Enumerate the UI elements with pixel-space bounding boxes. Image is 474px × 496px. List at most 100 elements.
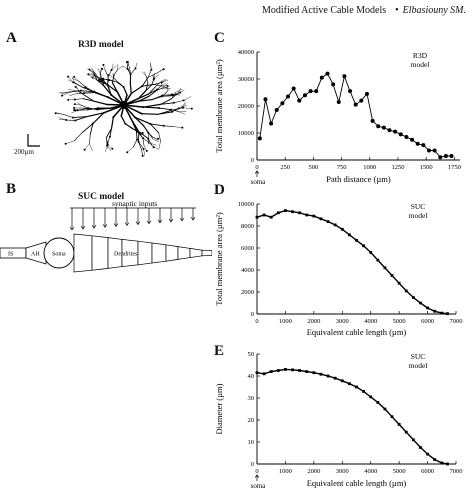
synaptic-arrows <box>69 208 196 231</box>
chart-c: 0 250 500 750 1000 1250 1500 1750 0 10000 20000 300… <box>214 49 461 186</box>
data-point <box>426 306 429 310</box>
dendrite-segment <box>137 240 153 266</box>
data-point <box>312 214 316 218</box>
data-point <box>369 251 373 254</box>
header-separator: • <box>395 5 399 16</box>
data-point <box>325 71 330 76</box>
data-point <box>440 461 444 465</box>
data-point <box>302 93 307 98</box>
data-point <box>274 108 279 113</box>
is-label: IS <box>8 252 13 258</box>
data-point <box>319 372 323 376</box>
data-point <box>362 244 366 248</box>
panel-a-title: R3D model <box>78 40 124 50</box>
data-point <box>340 379 344 383</box>
data-point <box>331 82 336 87</box>
data-point <box>410 137 415 142</box>
x-tick-label: 5000 <box>393 318 406 325</box>
x-tick-label: 2000 <box>307 318 320 325</box>
x-axis-label: Path distance (µm) <box>326 174 391 184</box>
y-tick-label: 10 <box>248 439 255 446</box>
data-point <box>432 148 437 153</box>
data-point <box>284 368 287 371</box>
data-point <box>297 98 302 103</box>
y-axis-label: Diameter (µm) <box>214 383 224 434</box>
x-tick-label: 1500 <box>420 164 433 171</box>
data-point <box>404 289 408 293</box>
data-point <box>269 215 273 219</box>
data-point <box>370 118 375 123</box>
data-point <box>426 148 431 153</box>
data-point <box>319 75 324 80</box>
panel-b-title: SUC model <box>78 192 125 202</box>
chart-annotation: R3D <box>413 51 428 60</box>
y-tick-label: 30 <box>248 395 255 402</box>
data-point <box>398 132 403 137</box>
page-header: Modified Active Cable Models • Elbasiouny … <box>0 5 474 16</box>
data-point <box>421 143 426 148</box>
y-tick-label: 0 <box>251 311 254 318</box>
y-tick-label: 6000 <box>241 245 254 252</box>
x-tick-label: 1000 <box>279 468 292 475</box>
data-point <box>438 155 443 160</box>
data-point <box>298 211 302 215</box>
chart-annotation: SUC <box>411 352 426 361</box>
chart-annotation: model <box>409 361 428 370</box>
data-point <box>308 89 313 94</box>
y-tick-label: 20 <box>248 417 255 424</box>
suc-schematic: synaptic inputs IS AH Soma Dendrites <box>0 200 212 273</box>
x-tick-label: 4000 <box>364 318 377 325</box>
dendrite-segment <box>189 247 203 259</box>
x-tick-label: 500 <box>309 164 319 171</box>
x-tick-label: 750 <box>337 164 347 171</box>
data-point <box>333 223 337 227</box>
y-tick-label: 20000 <box>238 103 254 110</box>
data-point <box>340 227 344 231</box>
y-tick-label: 40 <box>248 373 255 380</box>
data-point <box>446 462 449 466</box>
chart-annotation: SUC <box>411 202 426 211</box>
dendrite-segment <box>165 244 179 262</box>
dendrite-segment <box>177 246 191 260</box>
data-point <box>262 372 266 376</box>
y-tick-label: 0 <box>251 461 254 468</box>
data-point <box>364 91 369 96</box>
chart-annotation: model <box>411 60 430 69</box>
data-point <box>390 274 394 277</box>
data-point <box>276 369 280 372</box>
data-point <box>255 371 259 375</box>
data-point <box>383 266 387 270</box>
y-tick-label: 4000 <box>241 267 254 274</box>
data-point <box>286 94 291 99</box>
y-tick-label: 8000 <box>241 223 254 230</box>
data-point <box>353 102 358 107</box>
x-tick-label: 6000 <box>421 468 434 475</box>
data-point <box>381 125 386 130</box>
data-point <box>314 89 319 94</box>
data-point <box>415 141 420 146</box>
x-tick-label: 0 <box>255 318 258 325</box>
y-axis-label: Total membrane area (µm²) <box>214 59 224 153</box>
ah-label: AH <box>31 252 40 258</box>
data-point <box>326 374 330 378</box>
data-point <box>426 452 429 456</box>
panel-label-c: C <box>214 30 225 46</box>
soma-label: soma <box>251 178 267 186</box>
data-point <box>443 153 448 158</box>
neuron-morphology-drawing <box>54 60 193 157</box>
header-authors: Elbasiouny SM. <box>402 5 466 16</box>
data-point <box>291 210 294 214</box>
data-point <box>298 369 302 372</box>
soma-label: soma <box>251 482 267 490</box>
chart-e: 0 1000 2000 3000 4000 5000 6000 7000 0 10 20 30 40 50… <box>214 351 463 490</box>
data-point <box>291 86 296 91</box>
panel-label-b: B <box>6 181 17 197</box>
y-tick-label: 0 <box>251 157 254 164</box>
panel-label-d: D <box>214 182 225 198</box>
dendrite-compartments <box>73 233 212 273</box>
data-point <box>376 124 381 129</box>
data-point <box>336 99 341 104</box>
data-point <box>440 311 444 315</box>
data-point <box>411 296 415 299</box>
data-point <box>269 370 273 373</box>
